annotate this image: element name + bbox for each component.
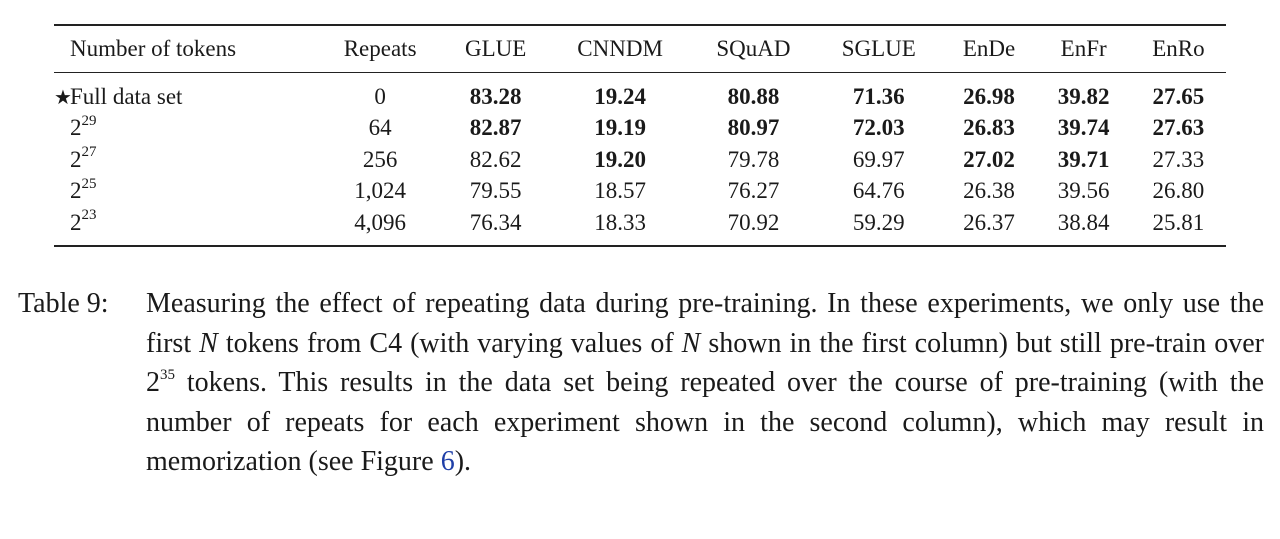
col-header: CNNDM (577, 36, 663, 61)
score-cell: 25.81 (1152, 209, 1205, 235)
token-count-base: 2 (70, 146, 82, 172)
token-count-exponent: 29 (81, 112, 97, 129)
score-cell: 27.63 (1152, 115, 1205, 141)
token-count-base: 2 (70, 115, 82, 141)
score-cell: 83.28 (469, 83, 522, 109)
col-header: EnDe (962, 36, 1016, 61)
col-header: GLUE (465, 36, 527, 61)
token-count-base: 2 (70, 178, 82, 204)
score-cell: 18.33 (594, 209, 646, 235)
caption-text: tokens from C4 (with varying values of (217, 327, 682, 359)
score-cell: 82.62 (469, 146, 522, 172)
table-row: ★Full data set 0 83.28 19.24 80.88 71.36 26.98… (54, 73, 1226, 113)
caption-label: Table 9: (18, 288, 109, 319)
results-table-container: Number of tokens Repeats GLUE CNNDM SQuA… (54, 24, 1226, 247)
score-cell: 76.27 (727, 178, 780, 204)
col-header: EnFr (1060, 36, 1107, 61)
row-label: Full data set (70, 83, 183, 109)
results-table: Number of tokens Repeats GLUE CNNDM SQuA… (54, 24, 1226, 247)
score-cell: 19.24 (594, 83, 646, 109)
score-cell: 27.65 (1152, 83, 1205, 109)
score-cell: 19.20 (594, 146, 646, 172)
caption-text: tokens. This results in the data set bei… (146, 367, 1264, 477)
repeats-cell: 4,096 (354, 209, 406, 235)
row-label-cell: 223 (54, 207, 318, 246)
row-label-cell: 227 (54, 144, 318, 176)
caption-power-base: 2 (146, 367, 160, 398)
repeats-cell: 1,024 (354, 178, 406, 204)
score-cell: 38.84 (1057, 209, 1110, 235)
score-cell: 26.37 (963, 209, 1015, 235)
caption-variable: N (199, 327, 218, 359)
row-label-cell: ★Full data set (54, 73, 318, 113)
score-cell: 80.88 (727, 83, 780, 109)
baseline-star-icon: ★ (54, 86, 72, 109)
caption-text: ). (454, 446, 472, 477)
score-cell: 19.19 (594, 115, 646, 141)
score-cell: 27.33 (1152, 146, 1205, 172)
table-row: 223 4,096 76.34 18.33 70.92 59.29 26.37 38.84 25… (54, 207, 1226, 246)
caption-variable: N (681, 327, 701, 359)
table-row: 229 64 82.87 19.19 80.97 72.03 26.83 39.74 27.63 (54, 113, 1226, 145)
col-header: EnRo (1152, 36, 1205, 61)
token-count-exponent: 25 (81, 175, 97, 192)
col-header: SGLUE (841, 36, 916, 61)
score-cell: 80.97 (727, 115, 780, 141)
score-cell: 79.78 (727, 146, 780, 172)
repeats-cell: 256 (362, 146, 398, 172)
row-label-cell: 229 (54, 113, 318, 145)
score-cell: 39.82 (1057, 83, 1110, 109)
caption-body: Measuring the effect of repeating data d… (146, 284, 1264, 482)
score-cell: 70.92 (727, 209, 780, 235)
caption-text: Measuring the effect of repeating data d… (146, 288, 1264, 359)
score-cell: 76.34 (469, 209, 522, 235)
score-cell: 26.38 (963, 178, 1015, 204)
col-header: Repeats (343, 36, 417, 61)
row-label-cell: 225 (54, 176, 318, 208)
score-cell: 26.98 (963, 83, 1015, 109)
token-count-exponent: 23 (81, 207, 97, 224)
score-cell: 39.56 (1057, 178, 1110, 204)
token-count-base: 2 (70, 209, 82, 235)
score-cell: 27.02 (963, 146, 1015, 172)
score-cell: 39.71 (1057, 146, 1110, 172)
table-row: 225 1,024 79.55 18.57 76.27 64.76 26.38 39.56 26… (54, 176, 1226, 208)
score-cell: 26.83 (963, 115, 1015, 141)
figure-reference-link[interactable]: 6 (440, 446, 455, 477)
score-cell: 64.76 (852, 178, 905, 204)
score-cell: 18.57 (594, 178, 646, 204)
col-header: Number of tokens (70, 36, 237, 61)
score-cell: 79.55 (469, 178, 522, 204)
score-cell: 39.74 (1057, 115, 1110, 141)
table-body: ★Full data set 0 83.28 19.24 80.88 71.36 26.98… (54, 73, 1226, 246)
table-row: 227 256 82.62 19.20 79.78 69.97 27.02 39.71 27.3… (54, 144, 1226, 176)
caption-text: shown in the first column) but still pre… (700, 327, 1264, 359)
score-cell: 69.97 (852, 146, 905, 172)
header-row: Number of tokens Repeats GLUE CNNDM SQuA… (54, 25, 1226, 73)
score-cell: 26.80 (1152, 178, 1205, 204)
col-header: SQuAD (716, 36, 791, 61)
score-cell: 71.36 (852, 83, 905, 109)
score-cell: 82.87 (469, 115, 522, 141)
repeats-cell: 0 (374, 83, 386, 109)
score-cell: 72.03 (852, 115, 905, 141)
token-count-exponent: 27 (81, 144, 97, 161)
table-caption: Table 9: Measuring the effect of repeati… (18, 284, 1264, 482)
caption-power-exponent: 35 (160, 366, 175, 383)
repeats-cell: 64 (368, 115, 392, 141)
score-cell: 59.29 (852, 209, 905, 235)
